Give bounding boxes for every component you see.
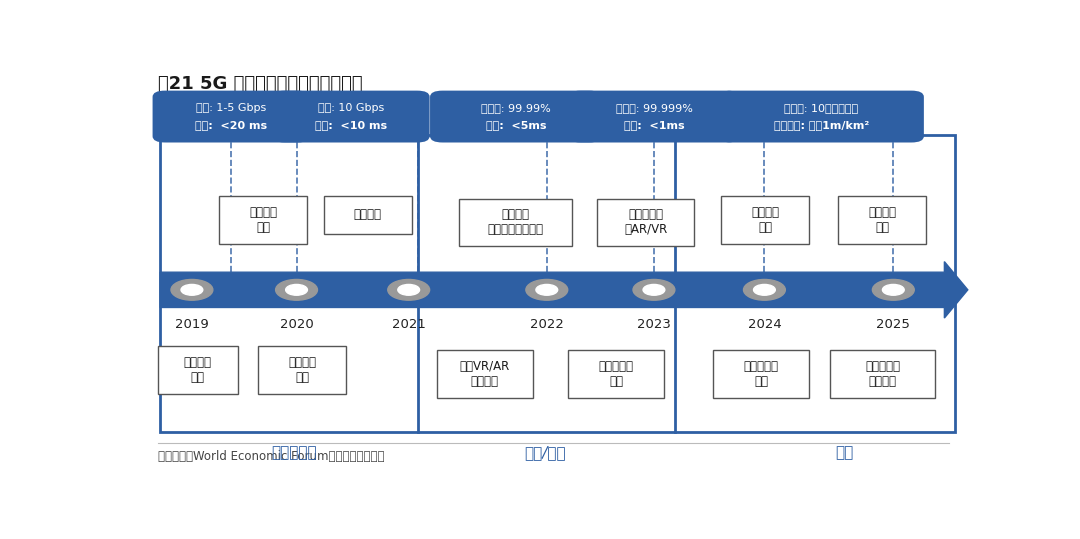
Circle shape [388, 279, 430, 300]
Circle shape [743, 279, 785, 300]
Text: 速度: 10 Gbps: 速度: 10 Gbps [318, 103, 384, 113]
Circle shape [171, 279, 213, 300]
Text: 消费VR/AR
（零售）: 消费VR/AR （零售） [460, 360, 510, 388]
Circle shape [285, 285, 308, 295]
Text: 智慧城市和
智慧农业: 智慧城市和 智慧农业 [865, 360, 900, 388]
FancyBboxPatch shape [152, 91, 310, 142]
FancyBboxPatch shape [459, 198, 572, 246]
Text: 2023: 2023 [637, 318, 671, 331]
Text: 能源与公共
事业: 能源与公共 事业 [743, 360, 779, 388]
Text: 2020: 2020 [280, 318, 313, 331]
Text: 延迟:  <20 ms: 延迟: <20 ms [195, 120, 268, 130]
Circle shape [754, 285, 775, 295]
Text: 智能工厂
（实时远程控制）: 智能工厂 （实时远程控制） [488, 209, 544, 237]
FancyBboxPatch shape [568, 91, 740, 142]
Text: 2024: 2024 [747, 318, 781, 331]
FancyBboxPatch shape [713, 350, 809, 398]
FancyBboxPatch shape [719, 91, 923, 142]
Text: 自动驾驶
汽车: 自动驾驶 汽车 [752, 206, 780, 234]
Text: 2019: 2019 [175, 318, 208, 331]
FancyBboxPatch shape [831, 350, 935, 398]
Circle shape [633, 279, 675, 300]
Circle shape [643, 285, 665, 295]
Circle shape [536, 285, 557, 295]
Text: 乡村: 乡村 [836, 445, 854, 460]
Text: 延迟:  <1ms: 延迟: <1ms [623, 120, 685, 130]
Text: 智能家居: 智能家居 [353, 209, 381, 222]
Text: 图21 5G 技术演进与行业发展示意图: 图21 5G 技术演进与行业发展示意图 [159, 75, 363, 93]
Text: 实时银行
业务: 实时银行 业务 [868, 206, 896, 234]
FancyBboxPatch shape [219, 196, 307, 244]
FancyBboxPatch shape [597, 198, 693, 246]
FancyBboxPatch shape [272, 91, 430, 142]
FancyBboxPatch shape [430, 91, 602, 142]
FancyBboxPatch shape [568, 350, 664, 398]
FancyBboxPatch shape [158, 346, 238, 393]
Text: 2022: 2022 [530, 318, 564, 331]
Text: 固定无线
接入: 固定无线 接入 [249, 206, 278, 234]
Text: 延迟:  <10 ms: 延迟: <10 ms [315, 120, 387, 130]
Circle shape [181, 285, 203, 295]
Text: 公共安全
通信: 公共安全 通信 [288, 356, 316, 384]
Text: 资料来源：World Economic Forum，海通证券研究所: 资料来源：World Economic Forum，海通证券研究所 [159, 451, 384, 464]
Text: 库存管理和
追踪: 库存管理和 追踪 [598, 360, 634, 388]
Circle shape [397, 285, 420, 295]
FancyBboxPatch shape [160, 135, 956, 432]
Text: 2025: 2025 [876, 318, 910, 331]
Circle shape [873, 279, 915, 300]
Text: 高密度城市: 高密度城市 [271, 445, 316, 460]
Text: 可靠性: 10年电池寿命: 可靠性: 10年电池寿命 [784, 103, 859, 113]
FancyBboxPatch shape [324, 196, 411, 233]
Circle shape [526, 279, 568, 300]
FancyBboxPatch shape [721, 196, 809, 244]
Text: 城市/郊区: 城市/郊区 [524, 445, 566, 460]
FancyBboxPatch shape [258, 346, 347, 393]
Circle shape [882, 285, 904, 295]
Circle shape [275, 279, 318, 300]
Text: 医疗保健中
的AR/VR: 医疗保健中 的AR/VR [624, 209, 667, 237]
FancyArrow shape [160, 261, 968, 318]
Text: 可靠性: 99.999%: 可靠性: 99.999% [616, 103, 692, 113]
Text: 连接密度: 高达1m/km²: 连接密度: 高达1m/km² [773, 120, 869, 130]
FancyBboxPatch shape [838, 196, 927, 244]
Text: 可靠性: 99.99%: 可靠性: 99.99% [481, 103, 551, 113]
Text: 延迟:  <5ms: 延迟: <5ms [486, 120, 546, 130]
Text: 2021: 2021 [392, 318, 426, 331]
Text: 极限移动
宽带: 极限移动 宽带 [184, 356, 212, 384]
FancyBboxPatch shape [436, 350, 534, 398]
Text: 速度: 1-5 Gbps: 速度: 1-5 Gbps [197, 103, 267, 113]
